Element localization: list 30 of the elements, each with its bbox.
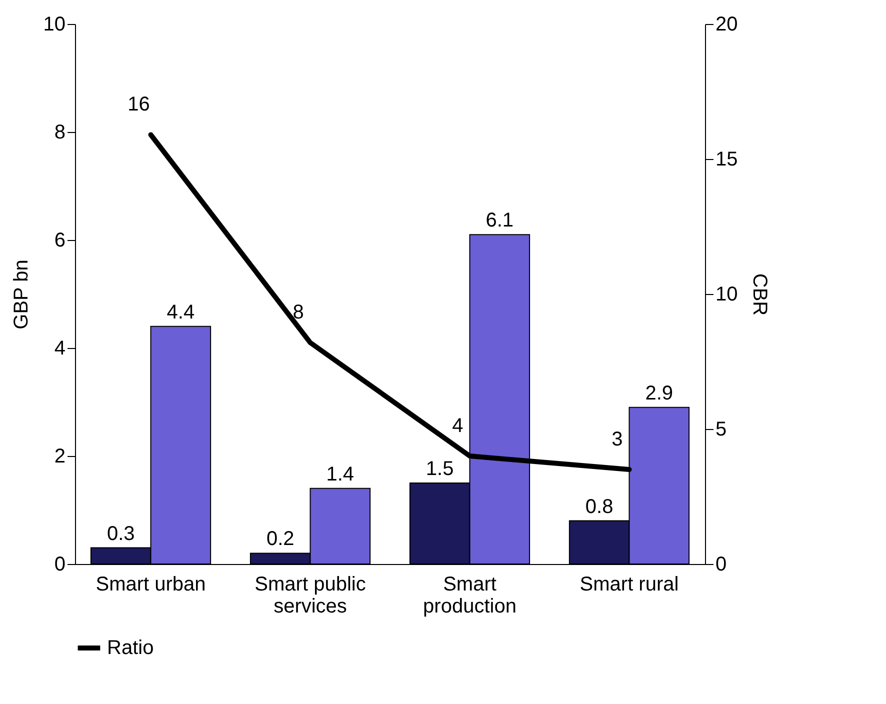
data-label: 1.5 [426,458,454,480]
y2-tick-label: 5 [716,418,727,440]
y2-tick-label: 20 [716,14,738,36]
x-tick-label: Smart production [423,574,516,618]
y2-tick-label: 10 [716,284,738,306]
legend-label: Ratio [107,637,154,659]
y2-tick-label: 0 [716,554,727,576]
y2-tick-label: 15 [716,148,738,170]
x-tick-label: Smart rural [580,574,679,596]
data-label: 4.4 [166,301,195,324]
data-label: 0.3 [106,522,135,545]
y-tick-label: 10 [43,14,66,36]
data-label: 0.2 [266,528,294,550]
data-label: 6.1 [486,210,514,232]
data-label: 8 [292,302,304,324]
data-label: 0.8 [585,496,614,518]
y-tick-label: 6 [54,230,66,252]
x-tick-label: Smart public services [254,574,366,618]
x-tick-label: Smart urban [96,574,206,596]
data-label: 2.9 [645,382,674,404]
y-axis-title: GBP bn [10,260,32,330]
data-label: 16 [128,94,150,116]
y-tick-label: 8 [54,122,66,144]
y2-axis-title: CBR [748,273,771,316]
y-tick-label: 2 [54,446,66,468]
y-tick-label: 4 [54,338,66,360]
data-label: 1.4 [326,463,354,486]
data-label: 3 [612,428,623,450]
data-label: 4 [452,415,464,437]
y-tick-label: 0 [54,554,66,576]
